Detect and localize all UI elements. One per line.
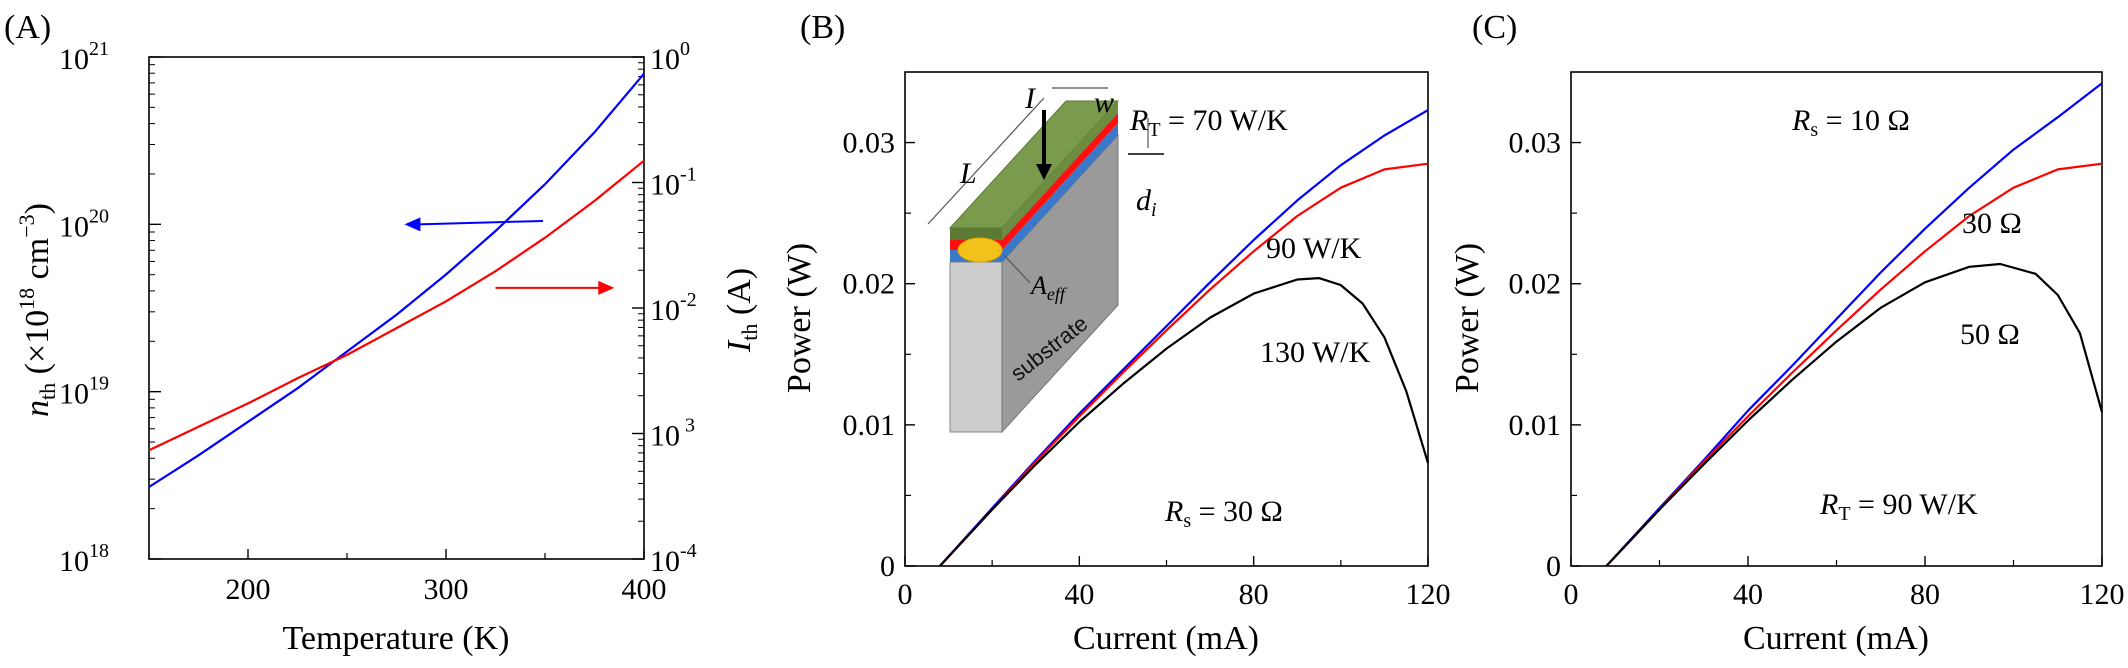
panel-c-lines: [1605, 82, 2104, 567]
panel-c-series-2: [1605, 162, 2103, 567]
panel-a-x-tick-label: 400: [622, 573, 667, 606]
panel-b-x-tick-label: 0: [898, 578, 913, 611]
panel-a-left-axis-label: nth (×1018 cm−3): [14, 203, 60, 417]
panel-a-left-tick-label: 1019: [59, 373, 109, 411]
active-layer-side: [1002, 113, 1118, 250]
panel-c-label-50ohm: 50 Ω: [1960, 318, 2020, 351]
inset-current-label: I: [1024, 82, 1037, 115]
panel-c-x-tick-label: 40: [1733, 578, 1763, 611]
inset-length-label: L: [959, 157, 977, 190]
panel-c-series-3: [1605, 262, 2104, 567]
panel-b-series-3: [939, 277, 1430, 567]
panel-a-arrow-head: [598, 280, 615, 295]
panel-a-series-2: [148, 159, 645, 452]
panel-a-series-1: [148, 72, 645, 488]
ridge-front-face: [950, 228, 1002, 240]
panel-c-y-axis-label: Power (W): [1449, 243, 1486, 393]
panel-b-letter: (B): [800, 9, 845, 46]
panel-a-x-tick-label: 300: [424, 573, 469, 606]
panel-a-arrow-head: [404, 217, 421, 232]
panel-b-note-rs: Rs = 30 Ω: [1164, 495, 1283, 532]
panel-a-x-tick-label: 200: [226, 573, 271, 606]
panel-a-right-tick-label: 10-2: [650, 289, 697, 327]
panel-a-letter: (A): [4, 9, 51, 46]
current-arrow-head: [1036, 164, 1052, 180]
panel-b-lines: [939, 109, 1430, 567]
substrate-side-face: [1001, 133, 1119, 434]
panel-b-y-tick-label: 0.01: [843, 409, 896, 442]
effective-area-spot: [957, 237, 1003, 263]
panel-c-x-tick-label: 0: [1564, 578, 1579, 611]
panel-a: (A) 200 300 400 1018 1019 1020 1021 10-4 10 3 10-…: [4, 9, 762, 657]
panel-a-x-axis-label: Temperature (K): [283, 620, 510, 657]
panel-b-label-90wk: 90 W/K: [1266, 232, 1362, 265]
area-leader-line: [1003, 254, 1031, 284]
length-dimension-line: [927, 97, 1045, 225]
lower-cladding-side: [1002, 123, 1118, 262]
panel-a-right-tick-label: 10-1: [650, 164, 697, 202]
panel-c-letter: (C): [1472, 9, 1517, 46]
panel-c-y-tick-label: 0.03: [1509, 127, 1562, 160]
panel-c-y-tick-label: 0: [1546, 550, 1561, 583]
panel-a-right-axis-label: Ith (A): [721, 268, 762, 353]
panel-b-x-tick-label: 120: [1406, 578, 1451, 611]
panel-b-label-70wk: RT = 70 W/K: [1129, 104, 1288, 141]
panel-a-right-tick-label: 100: [650, 38, 690, 76]
ridge-side-face: [1002, 101, 1118, 240]
panel-c-label-10ohm: Rs = 10 Ω: [1791, 104, 1910, 141]
panel-a-ticks: 200 300 400 1018 1019 1020 1021 10-4 10 3 10-2 10-…: [59, 38, 697, 606]
panel-c: (C) 0 40 80 120 0 0.01 0.02 0.03 Current (mA) P…: [1449, 9, 2125, 657]
panel-c-x-axis-label: Current (mA): [1743, 620, 1929, 657]
panel-a-arrow-left: [418, 219, 544, 226]
panel-b-y-axis-label: Power (W): [781, 243, 818, 393]
substrate-front-face: [949, 261, 1003, 433]
inset-thickness-label: di: [1136, 184, 1157, 221]
panel-c-label-30ohm: 30 Ω: [1962, 207, 2022, 240]
panel-b-y-tick-label: 0.02: [843, 268, 896, 301]
panel-c-note-rt: RT = 90 W/K: [1819, 488, 1978, 525]
panel-b: (B) 0 40 80 120 0 0.01 0.02 0.03 Current (mA) P…: [781, 9, 1451, 657]
panel-a-lines: [148, 72, 645, 488]
panel-a-right-tick-label: 10-4: [650, 540, 697, 578]
panel-c-y-tick-label: 0.02: [1509, 268, 1562, 301]
panel-b-y-tick-label: 0.03: [843, 127, 896, 160]
panel-a-right-tick-label: 10 3: [650, 415, 695, 453]
panel-b-y-tick-label: 0: [880, 550, 895, 583]
panel-b-series-2: [939, 162, 1429, 567]
panel-c-x-tick-label: 120: [2080, 578, 2125, 611]
panel-a-left-tick-label: 1018: [59, 540, 109, 578]
panel-b-label-130wk: 130 W/K: [1260, 336, 1371, 369]
panel-a-frame: [148, 56, 645, 560]
panel-b-x-tick-label: 40: [1064, 578, 1094, 611]
panel-c-y-tick-label: 0.01: [1509, 409, 1562, 442]
inset-area-label: Aeff: [1029, 271, 1068, 304]
panel-b-x-axis-label: Current (mA): [1073, 620, 1259, 657]
panel-c-ticks: 0 40 80 120 0 0.01 0.02 0.03: [1509, 127, 2125, 611]
panel-a-left-tick-label: 1021: [59, 38, 109, 76]
panel-c-x-tick-label: 80: [1910, 578, 1940, 611]
inset-width-label: w: [1094, 86, 1114, 119]
panel-b-x-tick-label: 80: [1239, 578, 1269, 611]
panel-a-left-tick-label: 1020: [59, 205, 109, 243]
panel-b-ticks: 0 40 80 120 0 0.01 0.02 0.03: [843, 127, 1451, 611]
device-schematic: I w L di Aeff substrate: [927, 82, 1164, 434]
